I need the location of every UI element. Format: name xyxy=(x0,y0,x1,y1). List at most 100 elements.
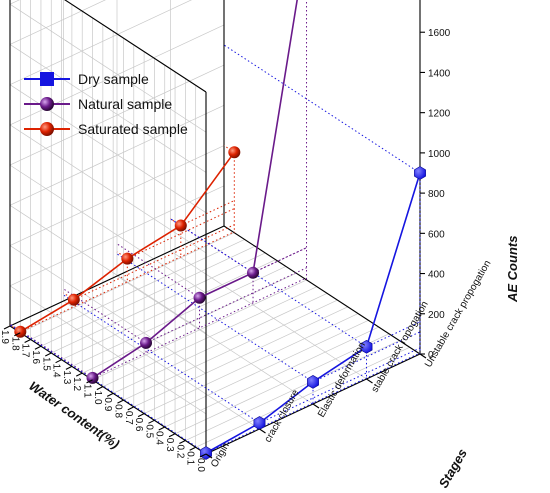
z-tick-label: 1200 xyxy=(428,109,451,120)
side-wall-grid-line xyxy=(9,245,207,374)
floor-grid-line xyxy=(63,300,260,430)
y-tick-mark xyxy=(96,386,104,391)
legend-label-dry: Dry sample xyxy=(78,71,149,87)
y-tick-label: 1.1 xyxy=(82,384,93,398)
data-point xyxy=(67,293,80,306)
series-line xyxy=(205,172,421,454)
y-tick-label: 0.0 xyxy=(195,458,206,472)
z-tick-label: 600 xyxy=(428,229,445,240)
data-point xyxy=(360,339,373,354)
x-axis-title: Stages xyxy=(436,446,470,490)
y-tick-label: 1.3 xyxy=(61,370,72,384)
legend-label-saturated: Saturated sample xyxy=(78,121,188,137)
series-line xyxy=(92,0,298,379)
z-tick-label: 1400 xyxy=(428,68,451,79)
y-tick-mark xyxy=(86,379,93,384)
side-wall-grid-line xyxy=(9,164,207,294)
legend-marker-dry xyxy=(40,72,54,86)
x-tick-mark xyxy=(259,428,266,434)
drop-line xyxy=(116,243,200,299)
y-tick-label: 0.2 xyxy=(174,445,185,459)
floor-grid-line xyxy=(174,333,390,435)
y-tick-label: 0.8 xyxy=(112,404,123,418)
y-tick-mark xyxy=(55,359,62,364)
y-tick-mark xyxy=(179,440,186,445)
y-tick-label: 0.4 xyxy=(154,431,165,445)
y-tick-label: 1.2 xyxy=(71,377,82,391)
box-edge xyxy=(9,225,225,327)
data-point xyxy=(121,252,134,265)
data-point xyxy=(414,166,426,180)
side-wall-grid-line xyxy=(9,44,207,173)
side-wall-grid-line xyxy=(9,3,207,133)
y-tick-label: 1.9 xyxy=(0,330,10,344)
y-tick-label: 1.4 xyxy=(51,364,62,378)
drop-line xyxy=(252,247,307,274)
legend-item-saturated: Saturated sample xyxy=(24,121,188,137)
drop-line xyxy=(259,347,421,424)
drop-line xyxy=(366,321,421,348)
z-tick-label: 200 xyxy=(428,310,445,321)
y-tick-mark xyxy=(24,338,31,343)
side-wall-grid-line xyxy=(9,205,207,334)
floor-grid-line xyxy=(116,275,314,405)
x-tick-mark xyxy=(366,378,373,384)
y-tick-label: 1.7 xyxy=(20,343,31,357)
y-tick-mark xyxy=(189,446,196,451)
data-point xyxy=(228,146,241,159)
data-point xyxy=(307,375,319,389)
x-tick-label: Origin xyxy=(209,441,232,470)
y-tick-mark xyxy=(127,406,135,411)
y-tick-label: 1.0 xyxy=(92,391,103,405)
drop-line xyxy=(9,324,207,454)
y-tick-mark xyxy=(45,352,52,357)
y-tick-label: 0.1 xyxy=(185,451,196,465)
legend-marker-saturated xyxy=(40,122,54,136)
box-edge xyxy=(9,325,207,455)
y-tick-mark xyxy=(3,325,11,330)
drop-line xyxy=(63,288,147,344)
y-tick-mark xyxy=(137,413,145,418)
drop-line xyxy=(9,323,93,379)
floor-grid-line xyxy=(170,250,367,380)
side-wall-grid-line xyxy=(9,124,207,254)
y-tick-mark xyxy=(65,365,73,370)
drop-line xyxy=(223,44,421,174)
z-tick-label: 0 xyxy=(428,350,434,361)
y-tick-mark xyxy=(199,453,207,458)
y-tick-label: 0.7 xyxy=(123,411,134,425)
data-point xyxy=(253,416,266,430)
z-tick-label: 1000 xyxy=(428,149,451,160)
y-tick-mark xyxy=(117,399,124,404)
y-tick-mark xyxy=(106,392,114,397)
z-tick-label: 1600 xyxy=(428,28,451,39)
side-wall-grid-line xyxy=(9,285,207,415)
drop-lines xyxy=(9,0,421,454)
drop-line xyxy=(73,224,235,301)
y-tick-mark xyxy=(168,433,176,438)
x-tick-label: Elastic deformation xyxy=(316,340,368,419)
drop-line xyxy=(20,231,235,333)
data-point xyxy=(174,219,187,232)
y-tick-mark xyxy=(158,426,165,431)
legend: Dry sample Natural sample Saturated samp… xyxy=(24,71,188,137)
y-tick-mark xyxy=(14,332,21,337)
drop-line xyxy=(180,200,235,227)
y-tick-label: 1.6 xyxy=(30,350,41,364)
floor-grid-line xyxy=(195,346,410,448)
drop-line xyxy=(92,277,307,379)
y-tick-mark xyxy=(75,372,83,377)
x-tick-mark xyxy=(312,403,320,409)
data-point xyxy=(140,336,153,349)
legend-item-natural: Natural sample xyxy=(24,96,172,112)
x-tick-label: stable crack ropogation xyxy=(370,299,431,394)
drop-line xyxy=(205,352,421,454)
y-tick-label: 0.5 xyxy=(143,424,154,438)
y-tick-label: 0.9 xyxy=(102,397,113,411)
y-tick-label: 0.3 xyxy=(164,438,175,452)
drop-line xyxy=(170,218,367,348)
drop-line xyxy=(63,294,260,424)
y-tick-mark xyxy=(34,345,42,350)
legend-item-dry: Dry sample xyxy=(24,71,149,87)
legend-label-natural: Natural sample xyxy=(78,96,172,112)
